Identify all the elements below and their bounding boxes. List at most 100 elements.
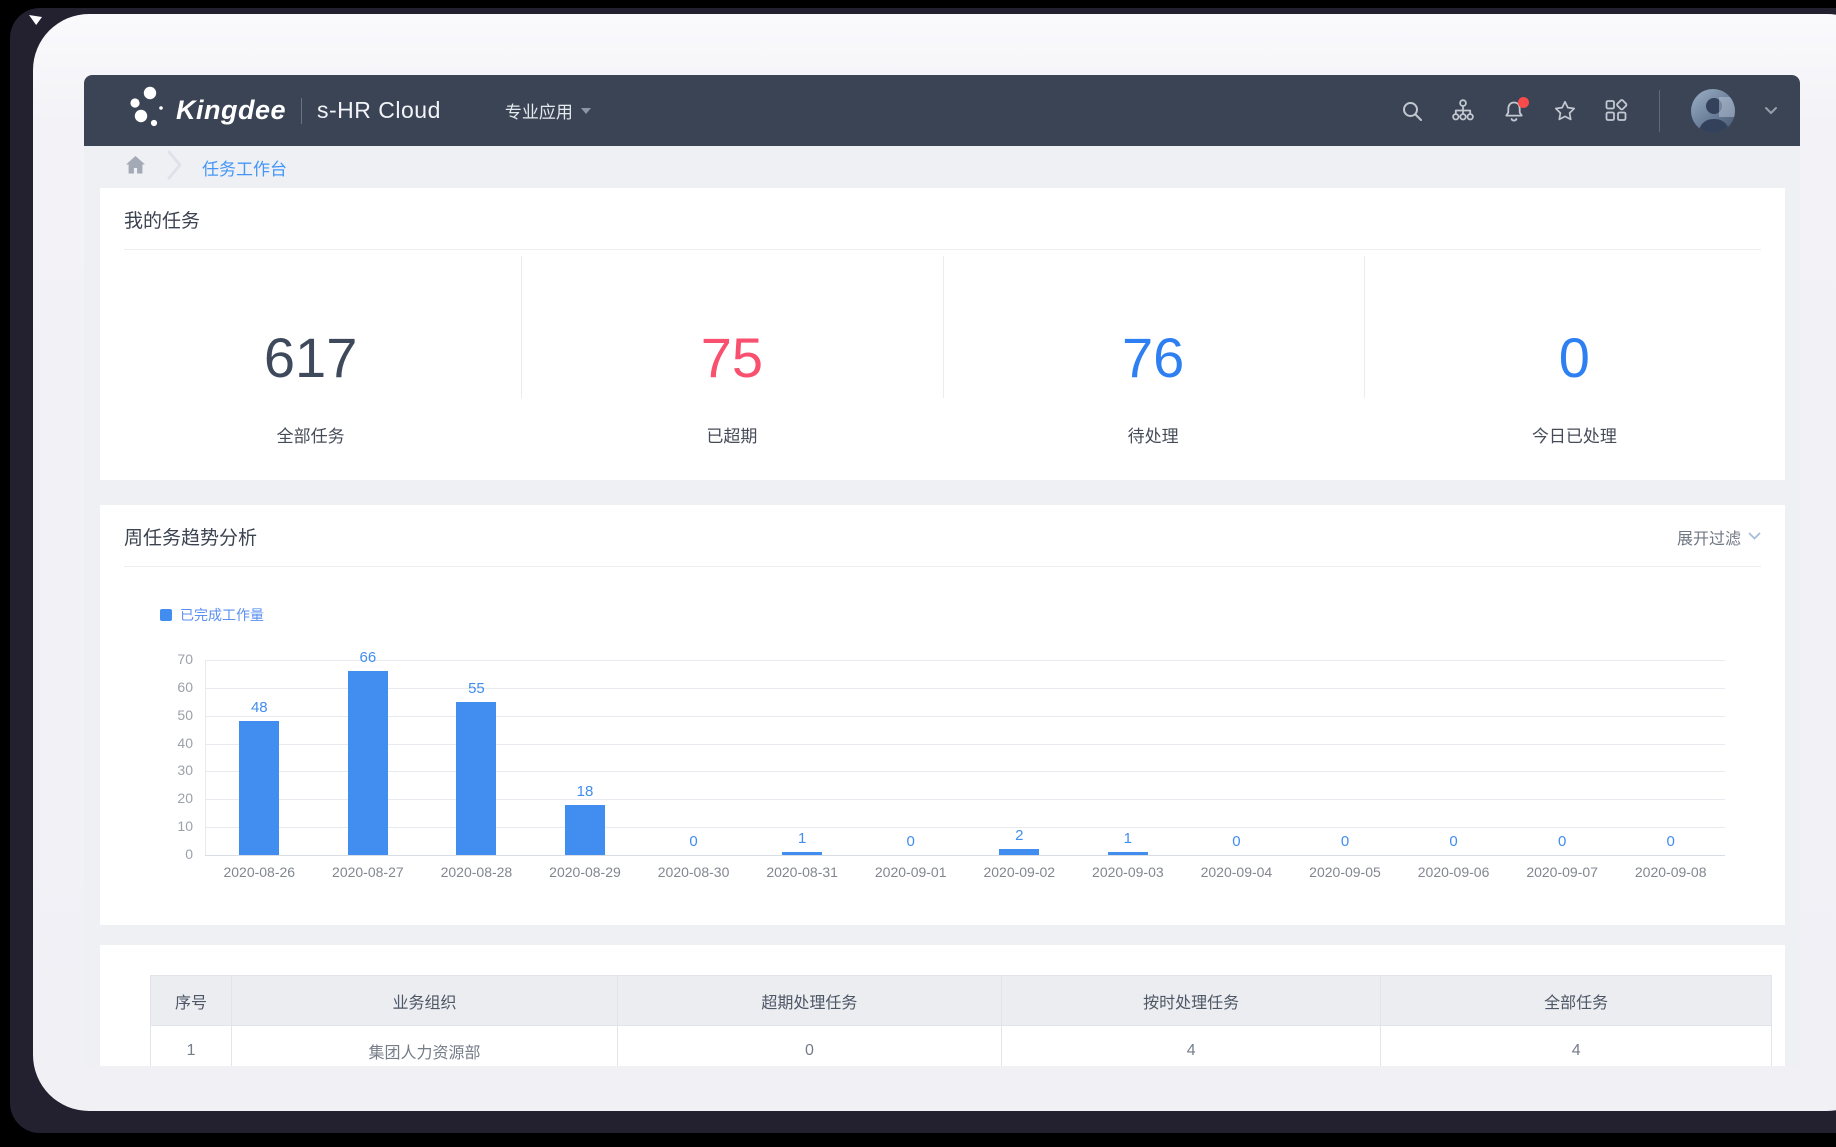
chart-bar-value: 0 <box>1666 833 1675 850</box>
legend-swatch <box>160 609 172 621</box>
chart-x-tick-label: 2020-08-31 <box>766 864 838 880</box>
chart-bar[interactable] <box>239 721 280 855</box>
menu-label: 专业应用 <box>504 103 573 122</box>
chart-x-tick-label: 2020-08-26 <box>223 864 296 880</box>
chart-x-tick-label: 2020-08-29 <box>549 864 621 880</box>
table-cell: 0 <box>616 1025 1003 1066</box>
breadcrumb-chevron-icon <box>167 150 182 185</box>
org-chart-icon[interactable] <box>1451 99 1475 123</box>
my-tasks-title: 我的任务 <box>124 211 201 232</box>
chart-y-tick-label: 0 <box>185 846 193 862</box>
stat-value: 75 <box>700 326 764 389</box>
table-header-cell: 超期处理任务 <box>616 975 1003 1026</box>
chart-x-tick-label: 2020-09-06 <box>1417 864 1490 880</box>
product-name: s-HR Cloud <box>317 97 441 123</box>
chart-gridline <box>205 799 1725 801</box>
notification-badge <box>1518 96 1529 108</box>
chart-bar[interactable] <box>1107 852 1148 855</box>
search-icon[interactable] <box>1400 99 1424 123</box>
chart-bar[interactable] <box>999 849 1040 855</box>
notifications-icon[interactable] <box>1502 96 1529 123</box>
home-icon[interactable] <box>124 154 147 181</box>
chart-bar-value: 18 <box>576 782 594 800</box>
chevron-down-icon <box>580 107 591 114</box>
corner-decoration <box>29 15 42 25</box>
chart-y-tick-label: 20 <box>177 790 193 807</box>
menu-professional-apps[interactable]: 专业应用 <box>505 98 591 123</box>
chart-x-tick-label: 2020-08-28 <box>440 864 513 880</box>
title-divider <box>124 566 1761 567</box>
chart-gridline <box>205 743 1725 745</box>
chart-x-tick-label: 2020-08-27 <box>332 864 404 880</box>
table-header-row: 序号 业务组织 超期处理任务 按时处理任务 全部任务 <box>149 975 1772 1026</box>
table-cell: 1 <box>149 1025 233 1066</box>
chart-x-tick-label: 2020-09-08 <box>1634 864 1707 880</box>
my-tasks-card: 我的任务 617 全部任务 75 已超期 76 待处理 <box>100 188 1785 480</box>
table-row[interactable]: 1 集团人力资源部 0 4 4 <box>149 1025 1772 1066</box>
filter-chevron-down-icon <box>1748 528 1761 546</box>
chart-bar[interactable] <box>456 701 497 855</box>
chart-y-tick-label: 30 <box>177 762 193 779</box>
table-header-cell: 全部任务 <box>1380 975 1772 1026</box>
stat-value: 617 <box>263 326 358 389</box>
expand-filter-toggle[interactable]: 展开过滤 <box>1677 525 1761 549</box>
chart-y-tick-label: 50 <box>177 706 193 723</box>
chart-bar-value: 66 <box>359 649 377 667</box>
stat-total-tasks[interactable]: 617 全部任务 <box>100 250 521 481</box>
chart-bar-value: 55 <box>468 679 485 697</box>
chart-bar-value: 48 <box>250 699 268 717</box>
chart-x-tick-label: 2020-09-07 <box>1526 864 1598 880</box>
table-header-cell: 序号 <box>149 975 233 1026</box>
stat-pending[interactable]: 76 待处理 <box>942 250 1364 481</box>
chart-bar-value: 0 <box>1557 833 1567 850</box>
chart-x-tick-label: 2020-08-30 <box>657 864 730 880</box>
apps-icon[interactable] <box>1604 99 1628 123</box>
navbar-divider <box>1659 89 1660 132</box>
stat-value: 0 <box>1558 326 1590 389</box>
chart-y-tick-label: 70 <box>177 651 193 667</box>
breadcrumb: 任务工作台 <box>84 146 1800 188</box>
chart-bar[interactable] <box>565 804 605 855</box>
account-chevron-down-icon[interactable] <box>1764 102 1778 120</box>
org-tasks-table-card: 序号 业务组织 超期处理任务 按时处理任务 全部任务 1 集团人力资源部 0 4 4 <box>100 945 1785 1066</box>
expand-filter-label: 展开过滤 <box>1676 530 1741 548</box>
title-divider <box>124 249 1761 250</box>
legend-label: 已完成工作量 <box>180 607 264 623</box>
stat-done-today[interactable]: 0 今日已处理 <box>1363 250 1785 481</box>
chart-bar-value: 0 <box>689 833 698 850</box>
chart-gridline <box>205 660 1725 661</box>
favorites-icon[interactable] <box>1553 99 1577 123</box>
chart-bar[interactable] <box>347 671 388 855</box>
device-frame: Kingdee s-HR Cloud 专业应用 <box>33 14 1836 1111</box>
chart-x-tick-label: 2020-09-01 <box>874 864 947 880</box>
chart-bar[interactable] <box>782 852 823 855</box>
chart-x-tick-label: 2020-09-02 <box>983 864 1056 880</box>
chart-legend[interactable]: 已完成工作量 <box>160 605 264 625</box>
breadcrumb-current-page[interactable]: 任务工作台 <box>202 159 287 179</box>
chart-gridline <box>205 687 1725 689</box>
chart-y-tick-label: 60 <box>177 678 193 695</box>
chart-gridline <box>205 855 1725 856</box>
chart-x-tick-label: 2020-09-03 <box>1092 864 1164 880</box>
chart-x-tick-label: 2020-09-05 <box>1309 864 1381 880</box>
chart-y-tick-label: 10 <box>177 818 193 835</box>
bar-chart: 0 10 20 30 40 50 60 70 48 2020-08-26 66 2020-08-27 5… <box>100 645 1785 905</box>
chart-bar-value: 0 <box>1449 833 1458 850</box>
top-navbar: Kingdee s-HR Cloud 专业应用 <box>84 75 1800 146</box>
chart-gridline <box>205 715 1725 717</box>
brand-logo[interactable]: Kingdee s-HR Cloud <box>128 85 441 136</box>
stat-label: 已超期 <box>706 427 758 446</box>
chart-bar-value: 1 <box>1123 830 1133 847</box>
table-cell: 4 <box>1380 1025 1772 1066</box>
stat-overdue[interactable]: 75 已超期 <box>521 250 942 481</box>
chart-y-axis <box>205 660 206 855</box>
stat-value: 76 <box>1121 326 1185 389</box>
avatar[interactable] <box>1691 88 1735 133</box>
chart-bar-value: 1 <box>797 830 807 847</box>
chart-bar-value: 0 <box>1340 833 1350 850</box>
stat-label: 待处理 <box>1127 427 1179 446</box>
table-cell: 4 <box>1001 1025 1382 1066</box>
chart-bar-value: 0 <box>1232 833 1241 850</box>
chart-gridline <box>205 827 1725 829</box>
chart-bar-value: 0 <box>906 833 915 850</box>
